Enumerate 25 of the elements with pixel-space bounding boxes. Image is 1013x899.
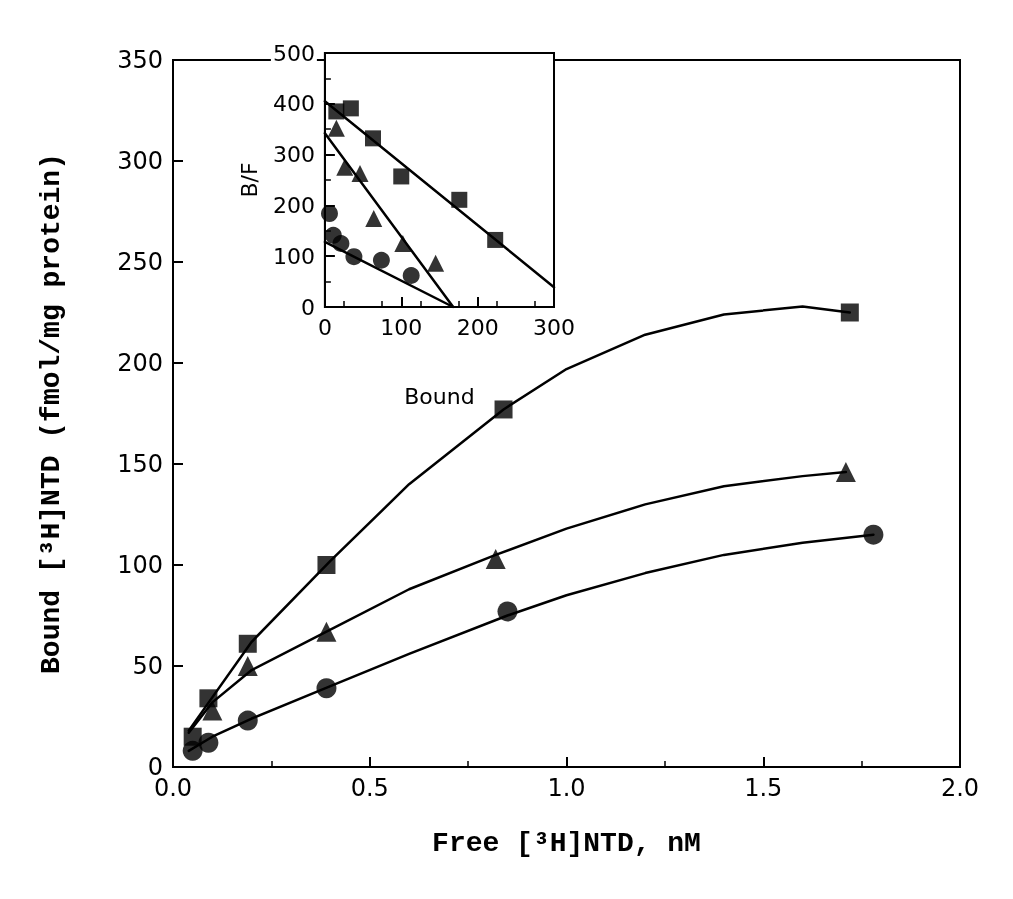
- y-tick-label: 350: [117, 46, 163, 74]
- x-tick-label: 1.0: [547, 774, 586, 802]
- y-tick-label: 50: [132, 652, 163, 680]
- x-tick-label: 1.5: [744, 774, 783, 802]
- y-tick-label: 150: [117, 450, 163, 478]
- x-tick-label: 300: [533, 314, 575, 340]
- x-axis-title: Free [³H]NTD, nM: [432, 827, 701, 859]
- y-tick-label: 500: [272, 40, 315, 66]
- y-tick-label: 0: [300, 294, 315, 320]
- y-tick-label: 400: [272, 91, 315, 117]
- y-tick-label: 200: [117, 349, 163, 377]
- y-axis-title: B/F: [236, 162, 262, 198]
- y-tick-label: 300: [272, 142, 315, 168]
- y-tick-label: 200: [272, 192, 315, 218]
- x-tick-label: 2.0: [940, 774, 980, 802]
- x-axis-title: Bound: [404, 383, 475, 409]
- x-tick-label: 0.5: [350, 774, 389, 802]
- y-axis-title: Bound [³H]NTD (fmol/mg protein): [35, 153, 67, 674]
- y-tick-label: 100: [272, 243, 315, 269]
- y-tick-label: 300: [117, 147, 163, 175]
- x-tick-label: 0: [317, 314, 332, 340]
- x-tick-label: 200: [456, 314, 499, 340]
- y-tick-label: 100: [117, 551, 163, 579]
- y-tick-label: 250: [117, 248, 163, 276]
- x-tick-label: 100: [380, 314, 423, 340]
